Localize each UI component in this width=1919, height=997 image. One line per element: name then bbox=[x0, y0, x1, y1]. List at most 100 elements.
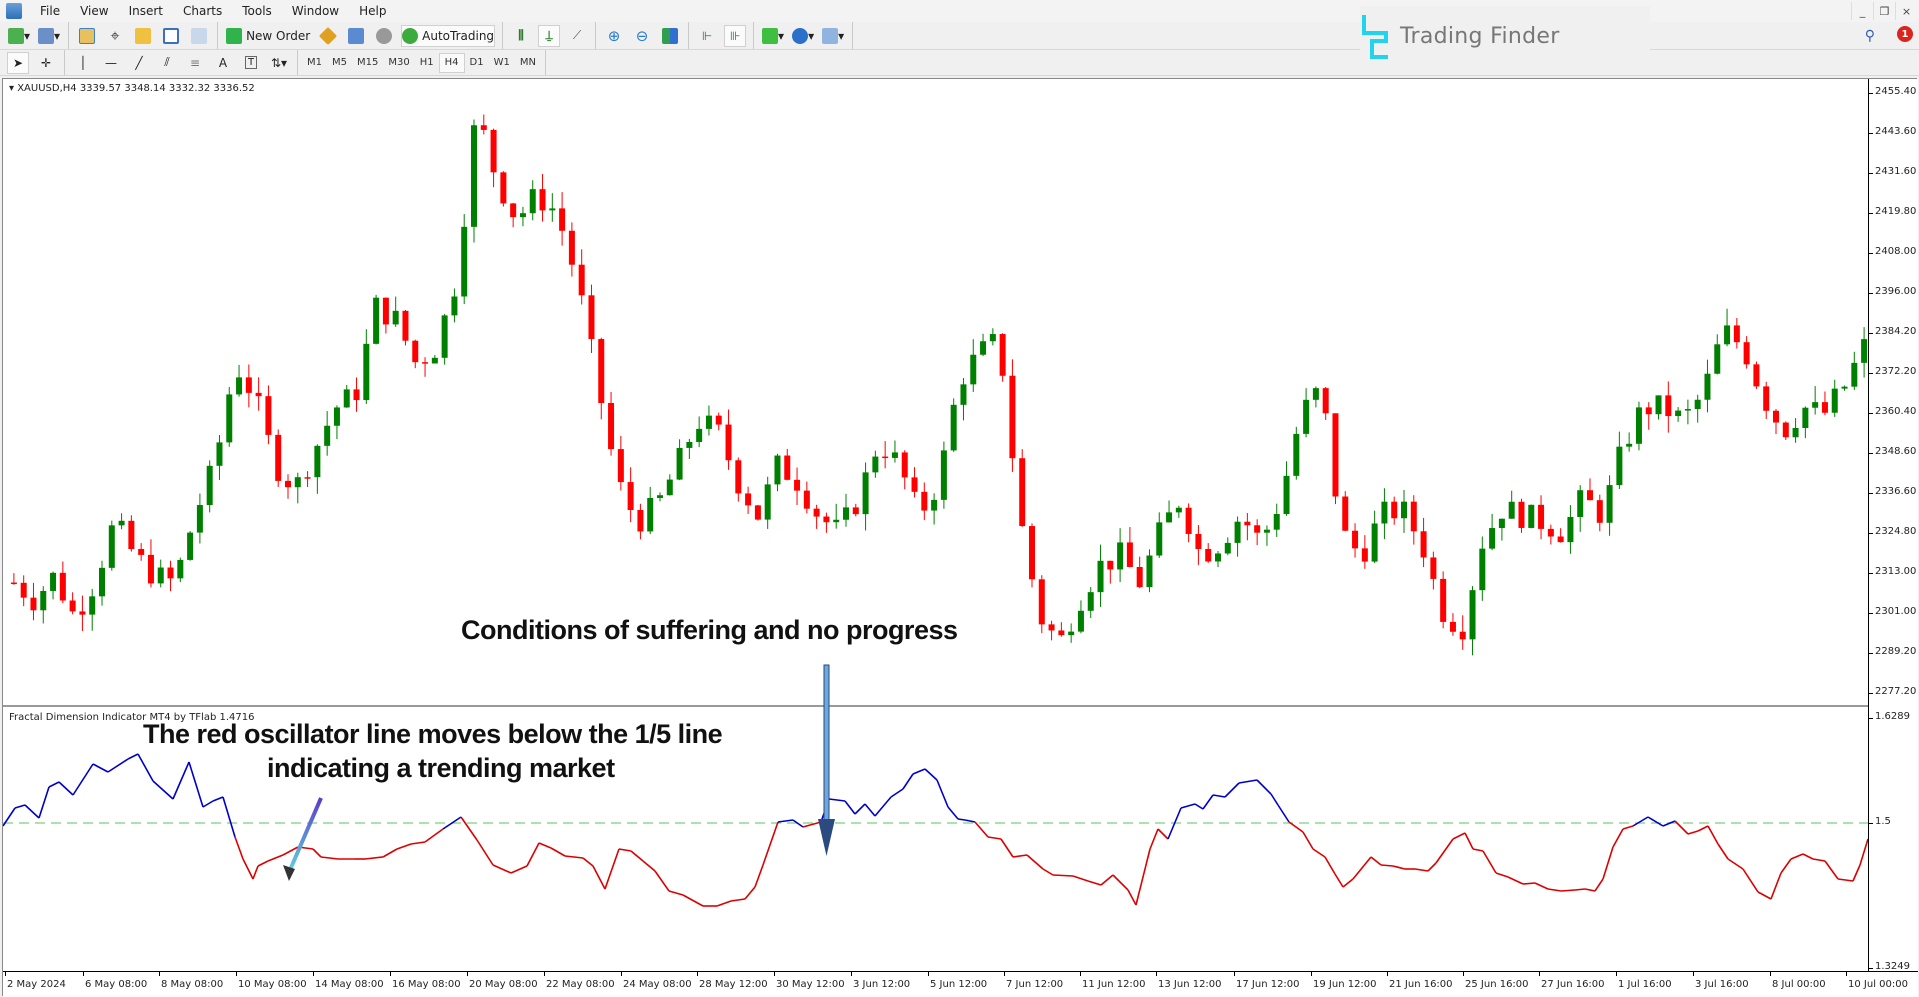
profiles-button[interactable]: ▾ bbox=[37, 25, 61, 47]
periods-button[interactable]: ▾ bbox=[791, 25, 815, 47]
time-tick bbox=[1234, 972, 1235, 976]
indicators-button[interactable]: ▾ bbox=[761, 25, 785, 47]
menu-help[interactable]: Help bbox=[359, 4, 387, 18]
time-tick bbox=[851, 972, 852, 976]
timeframe-m1[interactable]: M1 bbox=[307, 57, 322, 68]
price-label: 2324.80 bbox=[1875, 526, 1917, 537]
price-chart-panel[interactable]: ▾ XAUUSD,H4 3339.57 3348.14 3332.32 3336… bbox=[3, 79, 1868, 707]
symbol-info: ▾ XAUUSD,H4 3339.57 3348.14 3332.32 3336… bbox=[9, 83, 255, 94]
vertical-line-icon: │ bbox=[79, 55, 87, 70]
zoom-out-icon: ⊖ bbox=[635, 26, 649, 45]
timeframe-h4[interactable]: H4 bbox=[438, 52, 465, 73]
navigator-button[interactable] bbox=[132, 25, 154, 47]
time-axis[interactable]: 2 May 2024 6 May 08:00 8 May 08:00 10 May 0… bbox=[3, 971, 1918, 997]
time-tick bbox=[467, 972, 468, 976]
time-label: 8 Jul 00:00 bbox=[1772, 979, 1826, 990]
crosshair-icon: ✛ bbox=[40, 55, 52, 70]
price-tick bbox=[1869, 613, 1873, 614]
candlestick-chart-button[interactable]: ⍊ bbox=[538, 24, 561, 47]
arrows-tool[interactable]: ⇅▾ bbox=[268, 52, 290, 74]
horizontal-line-tool[interactable]: — bbox=[100, 52, 122, 74]
window-controls: _ ❐ × bbox=[1851, 2, 1917, 20]
clock-icon bbox=[792, 27, 809, 44]
fibonacci-icon: ≡ bbox=[189, 55, 201, 70]
price-label: 2408.00 bbox=[1875, 246, 1917, 257]
line-chart-button[interactable]: ⟋ bbox=[566, 25, 588, 47]
menu-insert[interactable]: Insert bbox=[128, 4, 163, 18]
menu-charts[interactable]: Charts bbox=[183, 4, 223, 18]
price-label: 2419.80 bbox=[1875, 206, 1917, 217]
trendline-tool[interactable]: ╱ bbox=[128, 52, 150, 74]
timeframe-m5[interactable]: M5 bbox=[332, 57, 347, 68]
fibonacci-tool[interactable]: ≡ bbox=[184, 52, 206, 74]
price-label: 2301.00 bbox=[1875, 606, 1917, 617]
indicator-panel[interactable]: Fractal Dimension Indicator MT4 by TFlab… bbox=[3, 709, 1868, 971]
market-watch-button[interactable] bbox=[76, 25, 98, 47]
time-tick bbox=[236, 972, 237, 976]
timeframe-w1[interactable]: W1 bbox=[493, 57, 510, 68]
text-label-tool[interactable]: T bbox=[240, 52, 262, 74]
time-label: 10 May 08:00 bbox=[238, 979, 307, 990]
time-label: 3 Jul 16:00 bbox=[1695, 979, 1749, 990]
market-icon bbox=[376, 27, 393, 44]
time-label: 2 May 2024 bbox=[7, 979, 66, 990]
price-label: 2372.20 bbox=[1875, 366, 1917, 377]
bar-chart-button[interactable]: ⫼ bbox=[510, 25, 532, 47]
tile-windows-button[interactable] bbox=[659, 25, 681, 47]
zoom-in-button[interactable]: ⊕ bbox=[603, 25, 625, 47]
templates-button[interactable]: ▾ bbox=[821, 25, 845, 47]
minimize-button[interactable]: _ bbox=[1851, 2, 1873, 20]
timeframe-m15[interactable]: M15 bbox=[357, 57, 379, 68]
signals-icon bbox=[348, 27, 365, 44]
equidistant-channel-tool[interactable]: ⫽ bbox=[156, 52, 178, 74]
menu-tools[interactable]: Tools bbox=[242, 4, 272, 18]
horizontal-line-icon: — bbox=[105, 55, 117, 70]
menu-window[interactable]: Window bbox=[291, 4, 340, 18]
time-tick bbox=[1387, 972, 1388, 976]
price-label: 2313.00 bbox=[1875, 566, 1917, 577]
zoom-in-icon: ⊕ bbox=[607, 26, 621, 45]
time-label: 11 Jun 12:00 bbox=[1082, 979, 1146, 990]
crosshair-tool[interactable]: ✛ bbox=[35, 52, 57, 74]
market-button[interactable] bbox=[373, 25, 395, 47]
price-tick bbox=[1869, 173, 1873, 174]
notification-badge[interactable]: 1 bbox=[1897, 26, 1913, 42]
text-tool[interactable]: A bbox=[212, 52, 234, 74]
indicator-axis-label: 1.6289 bbox=[1875, 711, 1910, 722]
metaeditor-icon bbox=[319, 26, 338, 45]
menu-view[interactable]: View bbox=[80, 4, 109, 18]
time-tick bbox=[1004, 972, 1005, 976]
data-window-button[interactable]: ⌖ bbox=[104, 25, 126, 47]
timeframe-mn[interactable]: MN bbox=[519, 57, 536, 68]
price-label: 2336.60 bbox=[1875, 486, 1917, 497]
cursor-tool[interactable]: ➤ bbox=[7, 51, 29, 74]
restore-button[interactable]: ❐ bbox=[1873, 2, 1895, 20]
zoom-out-button[interactable]: ⊖ bbox=[631, 25, 653, 47]
cursor-icon: ➤ bbox=[12, 55, 24, 70]
price-axis[interactable]: 2455.40 2443.60 2431.60 2419.80 2408.00 2396.… bbox=[1868, 79, 1918, 972]
new-order-button[interactable]: New Order bbox=[225, 25, 311, 47]
chart-shift-button[interactable]: ⊩ bbox=[696, 25, 718, 47]
price-label: 2277.20 bbox=[1875, 686, 1917, 697]
vertical-line-tool[interactable]: │ bbox=[72, 52, 94, 74]
signals-button[interactable] bbox=[345, 25, 367, 47]
chart-shift-icon: ⊩ bbox=[701, 28, 713, 43]
search-icon[interactable]: ⚲ bbox=[1864, 28, 1875, 44]
time-label: 16 May 08:00 bbox=[392, 979, 461, 990]
logo-text: Trading Finder bbox=[1400, 23, 1560, 49]
timeframe-h1[interactable]: H1 bbox=[419, 57, 434, 68]
time-tick bbox=[83, 972, 84, 976]
price-label: 2360.40 bbox=[1875, 406, 1917, 417]
metaeditor-button[interactable] bbox=[317, 25, 339, 47]
candlestick-series bbox=[10, 114, 1868, 656]
autoscroll-button[interactable]: ⊪ bbox=[724, 24, 747, 47]
autotrading-button[interactable]: AutoTrading bbox=[401, 24, 496, 47]
strategy-tester-button[interactable] bbox=[188, 25, 210, 47]
timeframe-d1[interactable]: D1 bbox=[469, 57, 484, 68]
new-chart-button[interactable]: ▾ bbox=[7, 25, 31, 47]
close-button[interactable]: × bbox=[1895, 2, 1917, 20]
terminal-button[interactable] bbox=[160, 25, 182, 47]
text-icon: A bbox=[218, 55, 228, 70]
menu-file[interactable]: File bbox=[40, 4, 61, 18]
timeframe-m30[interactable]: M30 bbox=[388, 57, 410, 68]
